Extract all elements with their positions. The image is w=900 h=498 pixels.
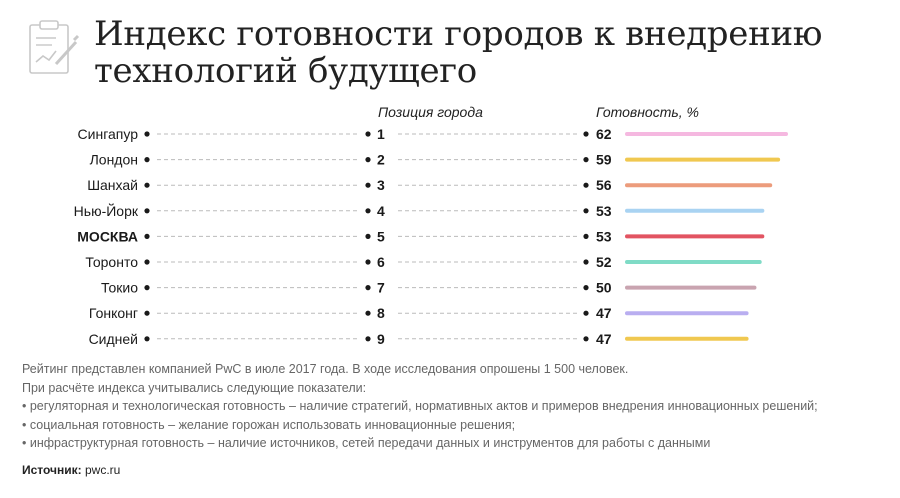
value-label: 53 [596, 203, 612, 219]
readiness-column-header: Готовность, % [596, 104, 699, 120]
note-line: • регуляторная и технологическая готовно… [22, 399, 818, 413]
notes: Рейтинг представлен компанией PwC в июле… [22, 360, 892, 453]
row-dot [365, 310, 371, 316]
position-label: 1 [377, 126, 385, 142]
title-line-2: технологий будущего [94, 51, 477, 91]
note-line: • инфраструктурная готовность – наличие … [22, 436, 711, 450]
readiness-bar [625, 234, 765, 239]
city-label: Гонконг [89, 305, 138, 321]
position-column-header: Позиция города [378, 104, 483, 120]
row-dot [583, 233, 589, 239]
row-dot [583, 182, 589, 188]
row-dot [583, 157, 589, 163]
row-dot [583, 310, 589, 316]
city-label: Лондон [90, 152, 138, 168]
row-dot [583, 131, 589, 137]
page-title: Индекс готовности городов к внедрению те… [94, 16, 884, 90]
city-label: Нью-Йорк [74, 202, 139, 219]
row-dot [583, 208, 589, 214]
position-label: 2 [377, 152, 385, 168]
position-label: 6 [377, 254, 385, 270]
row-dot [144, 233, 150, 239]
city-label: Сингапур [78, 126, 139, 142]
source: Источник: pwc.ru [22, 463, 120, 477]
city-label: Торонто [85, 254, 138, 270]
row-dot [365, 157, 371, 163]
position-label: 8 [377, 305, 385, 321]
value-label: 50 [596, 280, 612, 296]
position-label: 5 [377, 228, 385, 244]
readiness-bar [625, 285, 757, 290]
row-dot [365, 336, 371, 342]
row-dot [144, 131, 150, 137]
value-label: 52 [596, 254, 612, 270]
row-dot [583, 336, 589, 342]
readiness-bar [625, 183, 773, 188]
readiness-bar [625, 311, 749, 316]
row-dot [583, 259, 589, 265]
source-value: pwc.ru [85, 463, 121, 477]
value-label: 47 [596, 331, 612, 347]
position-label: 9 [377, 331, 385, 347]
source-label: Источник: [22, 463, 82, 477]
row-dot [583, 285, 589, 291]
row-dot [144, 336, 150, 342]
value-label: 53 [596, 228, 612, 244]
position-label: 4 [377, 203, 385, 219]
city-label: Сидней [89, 331, 138, 347]
title-line-1: Индекс готовности городов к внедрению [94, 14, 823, 54]
row-dot [365, 208, 371, 214]
position-label: 7 [377, 280, 385, 296]
row-dot [365, 182, 371, 188]
note-line: При расчёте индекса учитывались следующи… [22, 380, 367, 395]
readiness-bar [625, 336, 749, 341]
city-label: МОСКВА [77, 228, 138, 244]
city-label: Шанхай [87, 177, 138, 193]
row-dot [365, 285, 371, 291]
position-label: 3 [377, 177, 385, 193]
row-dot [144, 310, 150, 316]
readiness-bar [625, 208, 765, 213]
row-dot [365, 233, 371, 239]
row-dot [144, 182, 150, 188]
note-line: Рейтинг представлен компанией PwC в июле… [22, 362, 629, 376]
row-dot [144, 285, 150, 291]
readiness-bar [625, 260, 762, 264]
row-dot [365, 131, 371, 137]
row-dot [365, 259, 371, 265]
city-label: Токио [101, 280, 138, 296]
row-dot [144, 157, 150, 163]
readiness-bar [625, 157, 781, 162]
note-line: • социальная готовность – желание горожа… [22, 417, 516, 432]
value-label: 56 [596, 177, 612, 193]
readiness-bar [625, 132, 788, 136]
row-dot [144, 208, 150, 214]
value-label: 62 [596, 126, 612, 142]
clipboard-icon [29, 20, 80, 74]
value-label: 59 [596, 152, 612, 168]
row-dot [144, 259, 150, 265]
value-label: 47 [596, 305, 612, 321]
